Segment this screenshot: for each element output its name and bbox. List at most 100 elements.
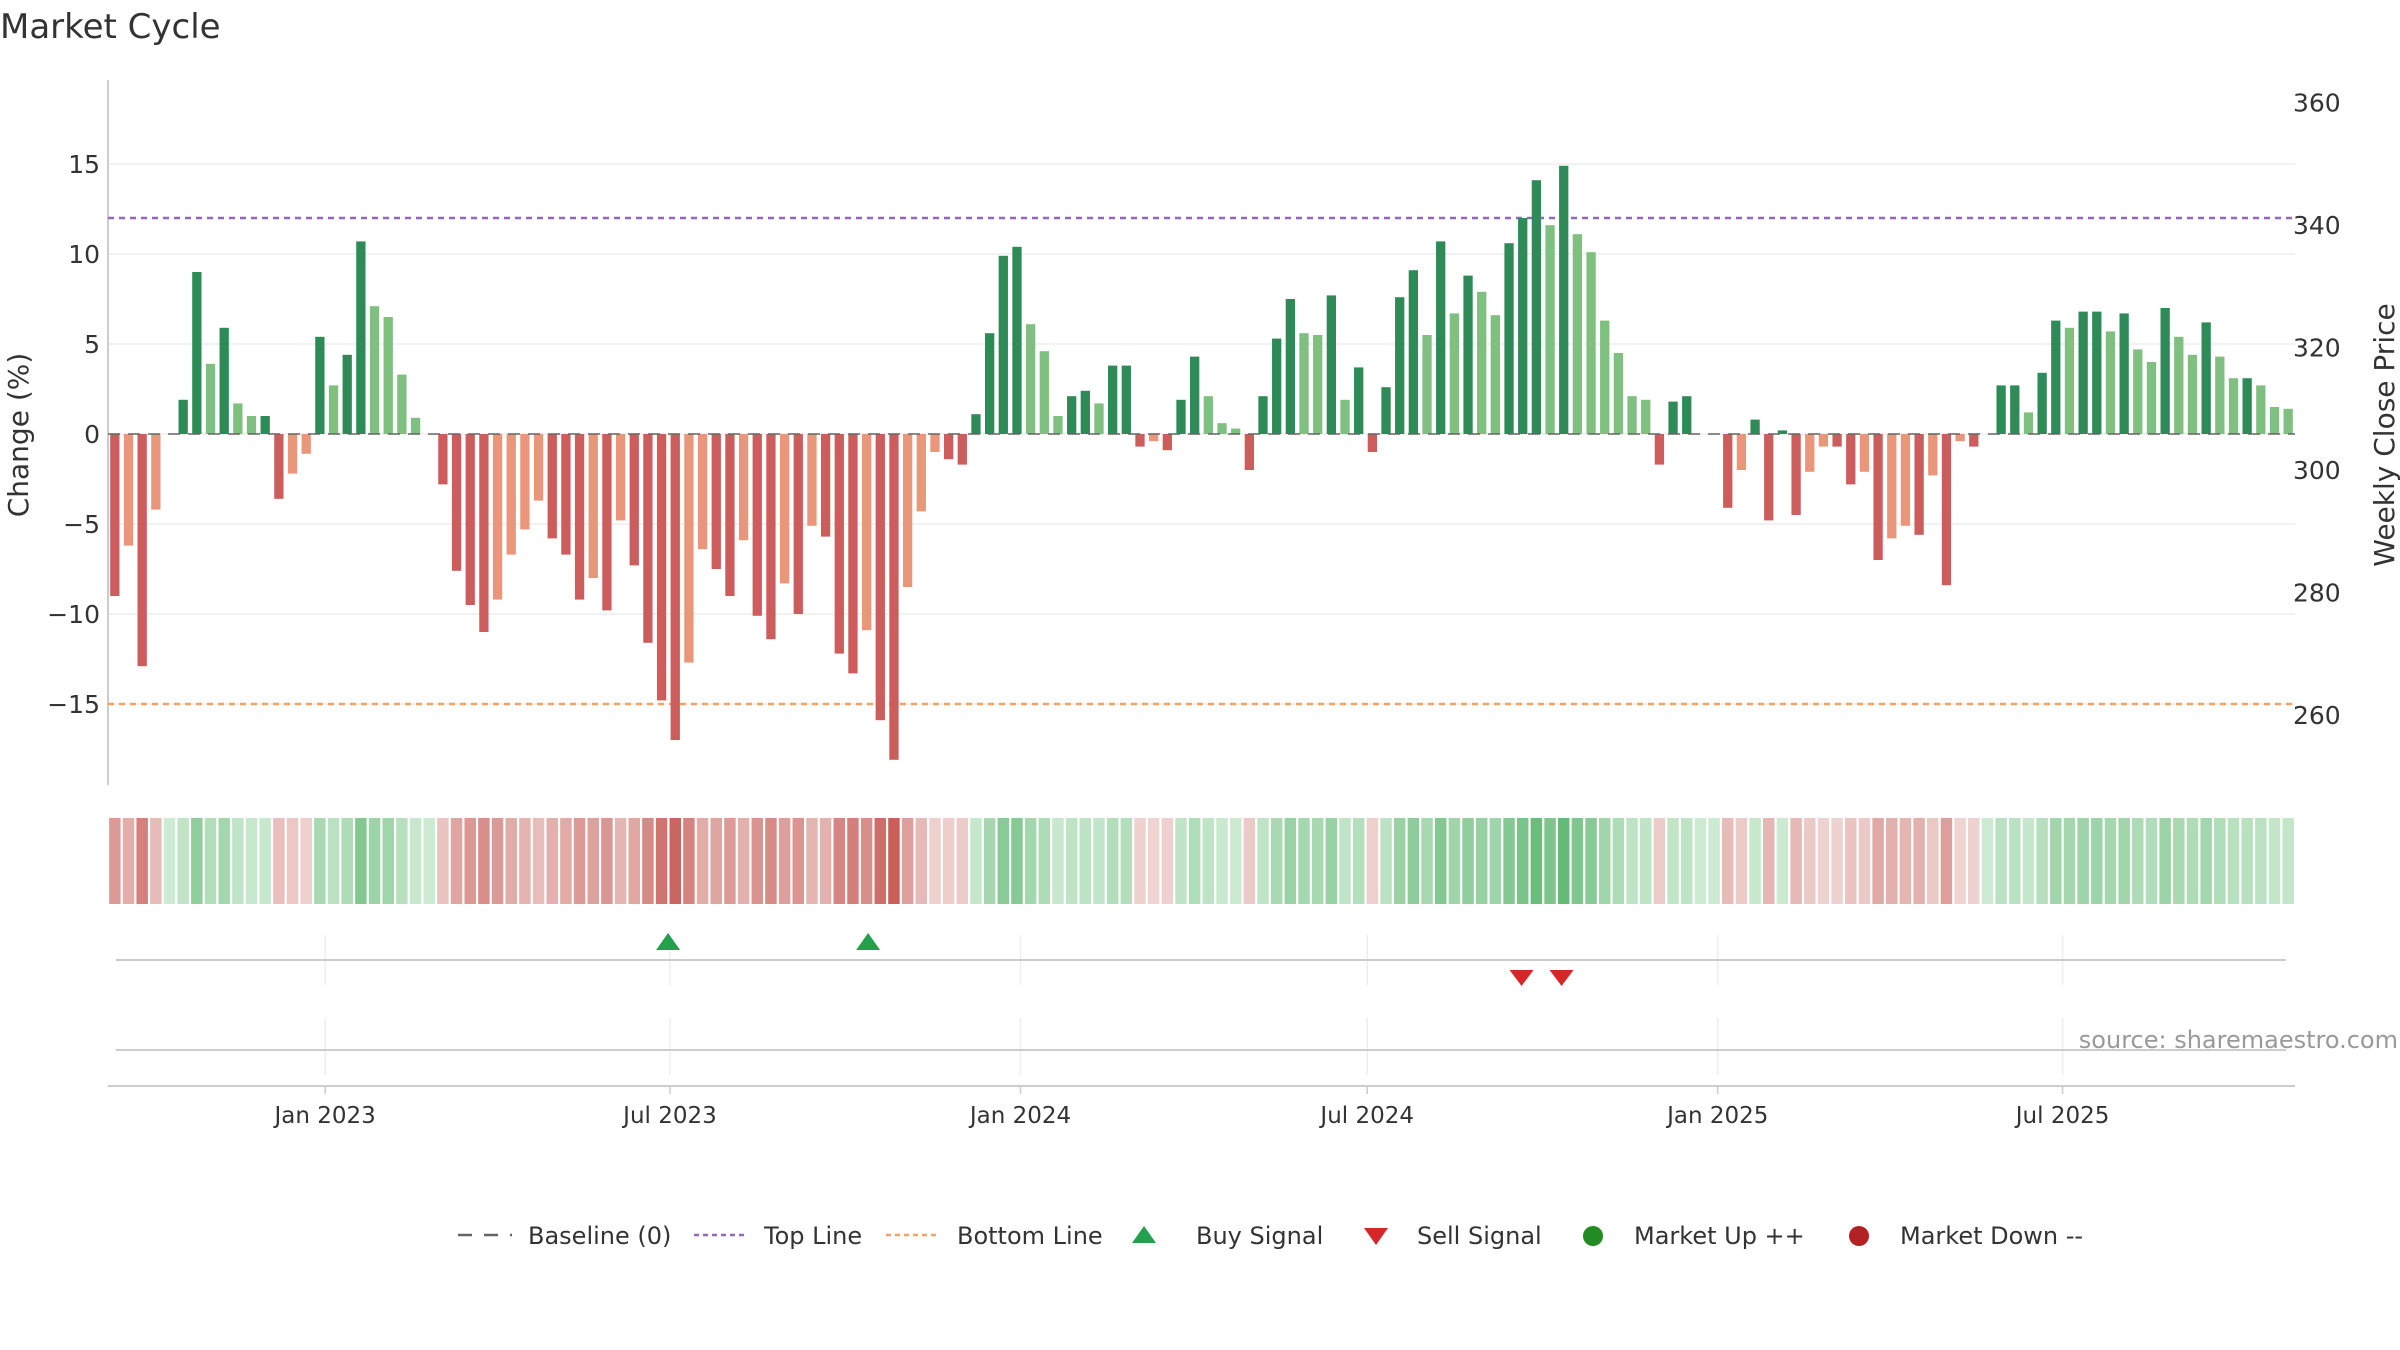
heat-cell: [1024, 818, 1037, 904]
change-bar: [2201, 322, 2211, 434]
change-bar: [342, 354, 352, 434]
change-bar: [957, 434, 967, 465]
change-bar: [1791, 434, 1801, 515]
heat-cell: [1981, 818, 1994, 904]
change-bar: [1094, 403, 1104, 434]
heat-cell: [2241, 818, 2253, 904]
change-bar: [1326, 295, 1337, 434]
change-bar: [479, 434, 489, 632]
change-bar: [246, 416, 257, 434]
change-bar: [1080, 390, 1090, 434]
change-bar: [1572, 234, 1583, 434]
heat-cell: [819, 818, 832, 904]
left-y-tick-label: 15: [68, 150, 100, 179]
change-bar: [1299, 333, 1309, 434]
main-plot: 15 10 5 0 −5 −10 −15 260 280 300 320 340 360 Change…: [2, 80, 2400, 785]
change-bar: [492, 434, 503, 600]
heat-cell: [765, 818, 777, 904]
change-bar: [2146, 362, 2157, 434]
change-bar: [1941, 434, 1952, 586]
change-bar: [1873, 434, 1883, 560]
change-bar: [2023, 412, 2034, 434]
heat-cell: [1872, 818, 1884, 904]
change-bar: [2105, 331, 2116, 434]
heat-cell: [2200, 818, 2212, 904]
heat-cell: [1202, 818, 1215, 904]
heat-cell: [1462, 818, 1474, 904]
legend-buy-label: Buy Signal: [1196, 1222, 1323, 1250]
heat-cell: [1516, 818, 1529, 904]
change-bar: [861, 434, 872, 631]
change-bar: [1449, 313, 1460, 434]
heat-cell: [327, 818, 340, 904]
left-y-tick-label: 10: [68, 240, 100, 269]
change-bar: [1135, 434, 1145, 447]
change-bar: [793, 434, 803, 614]
change-bar: [725, 434, 735, 596]
heat-cell: [1954, 818, 1966, 904]
heat-cell: [792, 818, 805, 904]
legend-bottom-line-label: Bottom Line: [957, 1222, 1103, 1250]
change-bar: [984, 333, 995, 434]
heat-cell: [1257, 818, 1269, 904]
heat-cell: [1927, 818, 1939, 904]
heat-cell: [546, 818, 558, 904]
change-bar: [1258, 396, 1268, 434]
heat-cell: [1776, 818, 1789, 904]
change-bar: [369, 306, 380, 434]
change-bar: [1955, 434, 1965, 442]
heat-cell: [245, 818, 258, 904]
change-bar: [1723, 434, 1733, 508]
change-bar: [1859, 434, 1870, 472]
heat-cell: [642, 818, 654, 904]
change-bar: [151, 434, 161, 510]
legend-market-up-label: Market Up ++: [1634, 1222, 1805, 1250]
heat-cell: [1626, 818, 1638, 904]
heat-cell: [1352, 818, 1365, 904]
change-bar: [1354, 367, 1364, 434]
heat-cell: [1653, 818, 1666, 904]
change-bar: [1586, 252, 1596, 434]
change-bar: [1654, 434, 1665, 465]
change-bar: [137, 434, 147, 667]
right-y-tick-label: 360: [2293, 89, 2341, 118]
heat-cell: [450, 818, 463, 904]
heat-cell: [1489, 818, 1502, 904]
legend-buy-triangle-icon: [1132, 1226, 1156, 1243]
signal-markers: [656, 933, 1574, 986]
heat-cell: [696, 818, 709, 904]
change-bar: [1422, 335, 1432, 434]
change-bar: [820, 434, 831, 537]
heat-cell: [888, 818, 900, 904]
change-bar: [1490, 315, 1501, 434]
change-bar: [561, 434, 571, 555]
change-bar: [998, 255, 1008, 434]
heat-cell: [2186, 818, 2199, 904]
left-y-tick-label: 0: [84, 420, 100, 449]
heat-cell: [833, 818, 846, 904]
heat-cell: [1735, 818, 1748, 904]
legend-market-up-dot-icon: [1583, 1226, 1603, 1246]
heat-cell: [573, 818, 586, 904]
heat-cell: [751, 818, 764, 904]
change-bar: [2078, 311, 2088, 434]
change-bar: [1121, 365, 1131, 434]
right-y-tick-label: 280: [2293, 579, 2341, 608]
heat-cell: [1995, 818, 2007, 904]
change-bar: [1162, 434, 1172, 451]
heat-cell: [655, 818, 668, 904]
heat-cell: [519, 818, 531, 904]
heat-cell: [1722, 818, 1734, 904]
change-bar: [123, 434, 134, 546]
x-ticks: Jan 2023 Jul 2023 Jan 2024 Jul 2024 Jan 2025…: [273, 1086, 2109, 1129]
change-bar: [205, 363, 216, 434]
change-bar: [1176, 399, 1186, 434]
vertical-grid: [324, 935, 2064, 1075]
change-bar: [356, 241, 366, 434]
heat-strip: [109, 818, 2294, 904]
heat-cell: [1968, 818, 1980, 904]
heat-cell: [177, 818, 189, 904]
change-bar: [287, 434, 298, 474]
change-bar: [1408, 270, 1419, 434]
heat-cell: [409, 818, 422, 904]
